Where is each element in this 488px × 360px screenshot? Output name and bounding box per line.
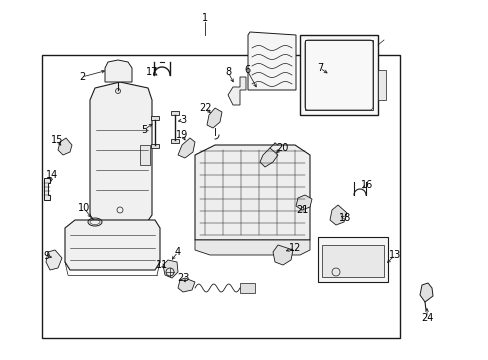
Text: 15: 15 [51, 135, 63, 145]
Text: 17: 17 [145, 67, 158, 77]
Text: 10: 10 [78, 203, 90, 213]
Circle shape [115, 89, 120, 94]
Polygon shape [44, 178, 50, 200]
Bar [377, 70, 385, 100]
Polygon shape [163, 260, 178, 278]
Bar [151, 144, 159, 148]
Polygon shape [321, 245, 383, 277]
Polygon shape [272, 245, 292, 265]
Text: 2: 2 [79, 72, 85, 82]
Bar [151, 116, 159, 120]
Polygon shape [295, 195, 311, 210]
Text: 24: 24 [420, 313, 432, 323]
Text: 7: 7 [316, 63, 323, 73]
Text: 14: 14 [46, 170, 58, 180]
Polygon shape [105, 60, 132, 82]
Polygon shape [419, 283, 432, 302]
Text: 18: 18 [338, 213, 350, 223]
Bar [299, 35, 377, 115]
Polygon shape [195, 145, 309, 240]
Polygon shape [227, 77, 245, 105]
Polygon shape [260, 148, 278, 167]
Circle shape [165, 268, 174, 276]
Bar [171, 111, 179, 115]
Text: 5: 5 [141, 125, 147, 135]
Polygon shape [247, 32, 295, 90]
Polygon shape [206, 108, 222, 128]
Text: 11: 11 [156, 260, 168, 270]
Polygon shape [90, 82, 152, 225]
Polygon shape [178, 278, 195, 292]
Polygon shape [46, 250, 62, 270]
Polygon shape [195, 240, 309, 255]
Bar [305, 40, 372, 110]
Text: 22: 22 [198, 103, 211, 113]
Text: 12: 12 [288, 243, 301, 253]
Polygon shape [329, 205, 346, 225]
Polygon shape [178, 138, 195, 158]
Text: 4: 4 [175, 247, 181, 257]
Bar [240, 283, 254, 293]
Text: 21: 21 [295, 205, 307, 215]
Text: 9: 9 [43, 251, 49, 261]
Text: 19: 19 [176, 130, 188, 140]
Text: 20: 20 [275, 143, 287, 153]
Text: 8: 8 [224, 67, 231, 77]
Bar [140, 145, 150, 165]
Bar [171, 139, 179, 143]
Text: 1: 1 [202, 13, 207, 23]
Polygon shape [58, 138, 72, 155]
Bar [317, 237, 387, 282]
Polygon shape [65, 220, 160, 270]
Text: 23: 23 [177, 273, 189, 283]
Text: 13: 13 [388, 250, 400, 260]
Text: 6: 6 [244, 65, 249, 75]
Text: 16: 16 [360, 180, 372, 190]
Text: 3: 3 [180, 115, 185, 125]
